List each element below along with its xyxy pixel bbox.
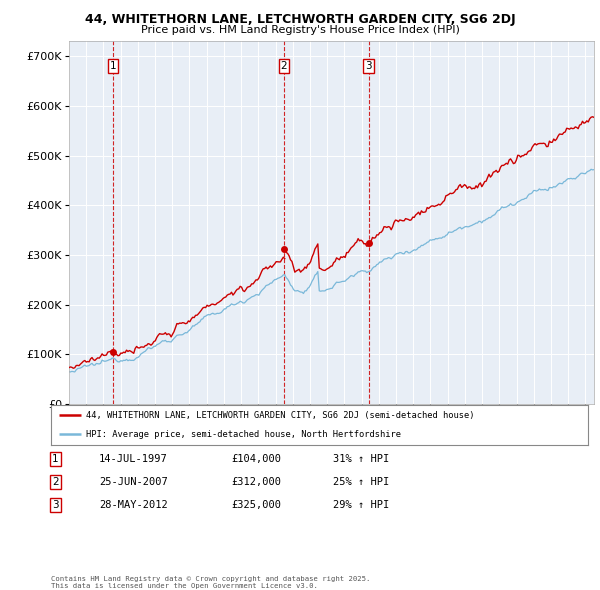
Text: 31% ↑ HPI: 31% ↑ HPI (333, 454, 389, 464)
Text: £325,000: £325,000 (231, 500, 281, 510)
Text: £104,000: £104,000 (231, 454, 281, 464)
Text: 3: 3 (365, 61, 372, 71)
Text: 3: 3 (52, 500, 59, 510)
Text: £312,000: £312,000 (231, 477, 281, 487)
Text: 25% ↑ HPI: 25% ↑ HPI (333, 477, 389, 487)
Text: 28-MAY-2012: 28-MAY-2012 (99, 500, 168, 510)
Text: 25-JUN-2007: 25-JUN-2007 (99, 477, 168, 487)
Text: 14-JUL-1997: 14-JUL-1997 (99, 454, 168, 464)
Text: HPI: Average price, semi-detached house, North Hertfordshire: HPI: Average price, semi-detached house,… (86, 430, 401, 439)
Text: 2: 2 (52, 477, 59, 487)
Text: 29% ↑ HPI: 29% ↑ HPI (333, 500, 389, 510)
Text: 1: 1 (52, 454, 59, 464)
Text: Contains HM Land Registry data © Crown copyright and database right 2025.
This d: Contains HM Land Registry data © Crown c… (51, 576, 370, 589)
Text: 44, WHITETHORN LANE, LETCHWORTH GARDEN CITY, SG6 2DJ: 44, WHITETHORN LANE, LETCHWORTH GARDEN C… (85, 13, 515, 26)
Text: Price paid vs. HM Land Registry's House Price Index (HPI): Price paid vs. HM Land Registry's House … (140, 25, 460, 35)
Text: 2: 2 (281, 61, 287, 71)
Text: 1: 1 (109, 61, 116, 71)
Text: 44, WHITETHORN LANE, LETCHWORTH GARDEN CITY, SG6 2DJ (semi-detached house): 44, WHITETHORN LANE, LETCHWORTH GARDEN C… (86, 411, 475, 420)
